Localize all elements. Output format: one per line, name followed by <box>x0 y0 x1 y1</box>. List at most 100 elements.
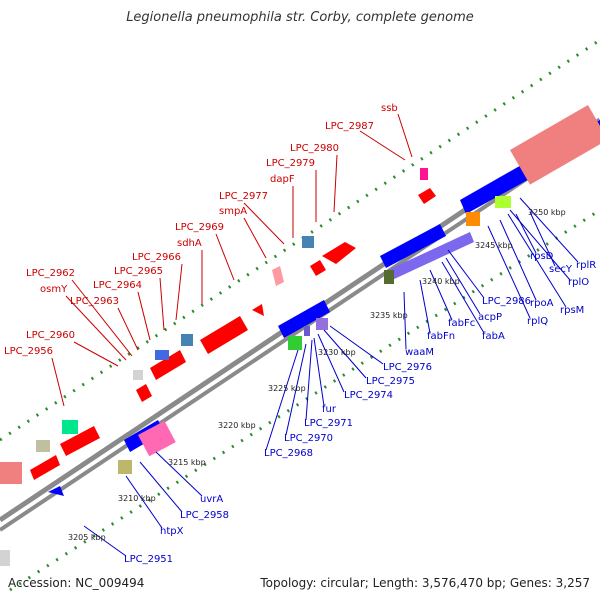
leader-line <box>71 279 133 357</box>
feature-arrow <box>200 316 248 354</box>
gene-label: acpP <box>478 312 502 323</box>
feature-block <box>0 462 22 484</box>
gene-label: rplR <box>576 260 596 271</box>
leader-line <box>73 341 119 367</box>
gene-label: LPC_2969 <box>175 222 224 233</box>
leader-line <box>313 337 325 407</box>
gene-label: fabFn <box>427 331 455 342</box>
gene-label: fabFc <box>448 318 475 329</box>
feature-arrow <box>30 455 60 480</box>
gene-label: LPC_2966 <box>132 252 181 263</box>
gene-label: LPC_2979 <box>266 158 315 169</box>
gene-label: LPC_2974 <box>344 390 393 401</box>
leader-line <box>487 225 531 319</box>
scale-label: 3215 kbp <box>168 458 206 467</box>
leader-line <box>155 451 203 497</box>
feature-block <box>304 326 310 336</box>
gene-label: LPC_2977 <box>219 191 268 202</box>
gene-label: LPC_2987 <box>325 121 374 132</box>
scale-label: 3230 kbp <box>318 348 356 357</box>
feature-block <box>138 420 176 457</box>
gene-label: LPC_2976 <box>383 362 432 373</box>
feature-block <box>495 196 511 208</box>
gene-label: rpsM <box>560 305 584 316</box>
scale-label: 3205 kbp <box>68 533 106 542</box>
gene-label: LPC_2964 <box>93 280 142 291</box>
gene-label: rplQ <box>527 316 548 327</box>
feature-block <box>181 334 193 346</box>
feature-arrow <box>388 232 474 280</box>
feature-arrow <box>252 304 264 316</box>
gene-label: htpX <box>160 526 184 537</box>
gene-label: sdhA <box>177 238 202 249</box>
gene-label: fabA <box>482 331 505 342</box>
feature-arrow <box>278 300 330 338</box>
leader-line <box>507 213 567 308</box>
feature-block <box>288 336 302 350</box>
leader-line <box>137 291 151 341</box>
gene-label: ssb <box>381 103 398 114</box>
leader-line <box>441 261 485 334</box>
feature-arrow <box>60 426 100 456</box>
reverse-leaders <box>83 197 579 557</box>
gene-label: rpsD <box>530 251 554 262</box>
inner-dotted-line <box>9 208 600 592</box>
leader-line <box>515 213 537 254</box>
leader-line <box>333 154 338 213</box>
feature-arrow <box>310 260 326 276</box>
gene-label: waaM <box>405 347 434 358</box>
leader-line <box>519 197 579 263</box>
genome-backbone-inner <box>0 128 600 532</box>
forward-leaders <box>51 113 413 407</box>
gene-label: rpoA <box>530 298 554 309</box>
feature-block <box>36 440 50 452</box>
feature-block <box>133 370 143 380</box>
feature-arrow <box>48 486 64 496</box>
leader-line <box>447 249 485 299</box>
leader-line <box>529 211 556 267</box>
leader-line <box>285 343 307 436</box>
leader-line <box>139 461 183 513</box>
gene-label: LPC_2975 <box>366 376 415 387</box>
scale-label: 3240 kbp <box>422 277 460 286</box>
leader-line <box>445 257 481 315</box>
leader-line <box>65 295 127 361</box>
gene-label: rplO <box>568 277 589 288</box>
accession-label: Accession: NC_009494 <box>8 576 145 590</box>
gene-label: LPC_2963 <box>70 296 119 307</box>
leader-line <box>499 219 537 301</box>
feature-block <box>316 318 328 330</box>
feature-arrow <box>418 188 436 204</box>
feature-arrow <box>272 266 284 286</box>
feature-block <box>509 105 600 185</box>
leader-line <box>305 339 313 421</box>
gene-label: LPC_2968 <box>264 448 313 459</box>
gene-label: LPC_2965 <box>114 266 163 277</box>
feature-arrow <box>322 242 356 264</box>
leader-line <box>51 357 65 407</box>
leader-line <box>359 130 406 161</box>
scale-label: 3225 kbp <box>268 384 306 393</box>
forward-labels: ssb LPC_2987 LPC_2980 LPC_2979 dapF LPC_… <box>4 103 398 357</box>
outer-dotted-line <box>0 38 600 442</box>
leader-line <box>125 475 163 529</box>
gene-label: LPC_2986 <box>482 296 531 307</box>
leader-line <box>243 202 285 245</box>
leader-line <box>317 333 345 393</box>
leader-line <box>323 329 367 379</box>
feature-block <box>0 550 10 566</box>
leader-line <box>397 113 413 158</box>
gene-label: smpA <box>219 206 247 217</box>
leader-line <box>419 279 431 334</box>
gene-label: uvrA <box>200 494 223 505</box>
leader-line <box>215 233 235 281</box>
feature-block <box>155 350 169 360</box>
scale-label: 3250 kbp <box>528 208 566 217</box>
gene-label: LPC_2962 <box>26 268 75 279</box>
leader-line <box>83 525 127 557</box>
leader-line <box>265 349 299 451</box>
map-title: Legionella pneumophila str. Corby, compl… <box>126 10 474 25</box>
gene-label: osmY <box>40 284 68 295</box>
feature-block <box>466 212 480 226</box>
feature-block <box>118 460 132 474</box>
